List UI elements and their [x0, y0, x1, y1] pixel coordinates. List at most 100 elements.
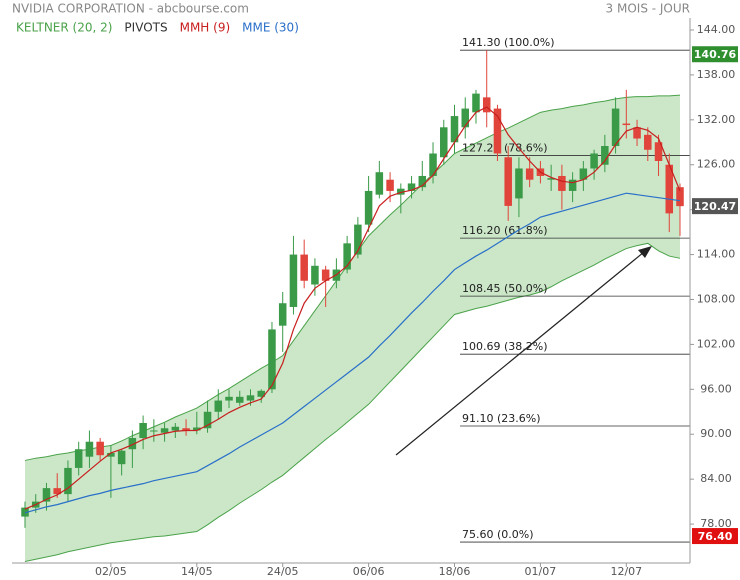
candle-body	[440, 127, 448, 158]
y-tick-label: 90.00	[700, 427, 732, 440]
y-tick-label: 126.00	[697, 158, 736, 171]
candle-body	[676, 187, 684, 207]
x-tick-label: 18/06	[439, 565, 471, 578]
fib-label: 116.20 (61.8%)	[462, 224, 548, 237]
fib-label: 108.45 (50.0%)	[462, 282, 548, 295]
candle-body	[493, 108, 502, 154]
candle-body	[461, 108, 470, 128]
price-tag-label: 140.76	[694, 48, 737, 61]
y-tick-label: 84.00	[700, 472, 732, 485]
keltner-lower	[24, 242, 681, 562]
x-tick-label: 01/07	[525, 565, 557, 578]
candle-body	[644, 134, 652, 150]
fib-label: 127.24 (78.6%)	[462, 141, 548, 154]
candle-body	[171, 426, 180, 431]
x-tick-label: 12/07	[610, 565, 642, 578]
legend-entry: KELTNER (20, 2)	[16, 21, 112, 35]
candle-body	[96, 441, 104, 456]
candle-body	[235, 396, 244, 403]
candle-body	[53, 488, 61, 495]
y-tick-label: 108.00	[697, 292, 736, 305]
candle-body	[64, 467, 72, 495]
candle-body	[321, 269, 330, 281]
candle-body	[42, 488, 51, 502]
candle-body	[182, 428, 190, 431]
legend-entry: MME (30)	[242, 21, 299, 35]
y-tick-label: 144.00	[697, 23, 736, 36]
fib-label: 141.30 (100.0%)	[462, 36, 555, 49]
candle-body	[117, 450, 126, 465]
candle-body	[665, 164, 674, 214]
ma-line	[24, 192, 681, 514]
candle-body	[375, 172, 384, 195]
y-tick-label: 78.00	[700, 517, 732, 530]
candle-body	[225, 396, 233, 401]
candle-body	[246, 395, 255, 401]
candle-body	[107, 452, 115, 457]
candle-body	[525, 168, 534, 180]
candle-body	[407, 183, 416, 191]
candle-body	[579, 168, 588, 180]
candle-body	[343, 243, 351, 270]
candle-body	[386, 179, 394, 191]
candle-body	[601, 146, 609, 165]
candle-body	[654, 142, 663, 161]
candle-body	[590, 153, 598, 169]
price-tag	[692, 198, 738, 215]
x-tick-label: 14/05	[181, 565, 213, 578]
price-tag-label: 120.47	[694, 200, 736, 213]
legend-entry: MMH (9)	[180, 21, 231, 35]
y-tick-label: 132.00	[697, 113, 736, 126]
candle-body	[128, 437, 137, 450]
trend-arrow	[395, 251, 645, 456]
candle-body	[429, 153, 437, 176]
ma-line	[24, 106, 681, 510]
candle-body	[515, 168, 523, 199]
candle-body	[214, 400, 223, 412]
candle-body	[633, 127, 641, 139]
fib-label: 75.60 (0.0%)	[462, 528, 534, 541]
candle-body	[482, 97, 491, 113]
candle-body	[364, 190, 373, 225]
x-tick-label: 24/05	[267, 565, 299, 578]
candle-body	[300, 254, 308, 281]
candle-body	[622, 123, 631, 126]
candle-body	[472, 93, 480, 113]
candle-body	[547, 178, 555, 180]
x-tick-label: 06/06	[353, 565, 385, 578]
candle-body	[160, 428, 169, 433]
candle-body	[150, 430, 158, 432]
price-tag-label: 76.40	[698, 530, 733, 543]
candle-body	[21, 507, 29, 517]
y-tick-label: 114.00	[697, 248, 736, 261]
y-tick-label: 96.00	[700, 382, 732, 395]
y-tick-label: 138.00	[697, 68, 736, 81]
candle-body	[354, 224, 362, 255]
price-tag	[692, 46, 738, 63]
page-title: NVIDIA CORPORATION - abcbourse.com	[12, 2, 249, 16]
candle-body	[311, 265, 319, 285]
legend-entry: PIVOTS	[124, 21, 167, 35]
period: 3 MOIS - JOUR	[606, 2, 690, 16]
candle-body	[289, 254, 298, 307]
candle-body	[278, 303, 287, 326]
x-tick-label: 02/05	[95, 565, 127, 578]
candle-body	[268, 329, 276, 390]
plot-area: 141.30 (100.0%) 127.24 (78.6%) 116.20 (61.…	[21, 36, 690, 562]
fib-label: 91.10 (23.6%)	[462, 412, 541, 425]
candle-body	[257, 390, 265, 397]
candle-body	[85, 441, 94, 457]
candle-body	[568, 179, 577, 191]
candle-body	[611, 108, 620, 147]
candle-body	[418, 175, 427, 188]
candle-body	[74, 449, 83, 468]
candle-body	[558, 175, 566, 191]
y-tick-label: 102.00	[697, 337, 736, 350]
candle-body	[504, 157, 512, 206]
keltner-fill	[25, 95, 680, 562]
candle-body	[203, 411, 212, 429]
fib-label: 100.69 (38.2%)	[462, 340, 548, 353]
candle-body	[139, 423, 147, 438]
price-tag	[692, 528, 738, 545]
